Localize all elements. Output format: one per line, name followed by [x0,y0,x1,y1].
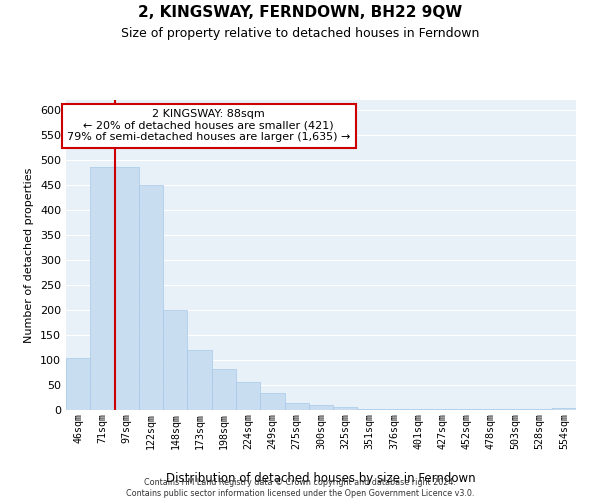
Bar [236,382,260,410]
Bar [284,402,309,410]
Text: Size of property relative to detached houses in Ferndown: Size of property relative to detached ho… [121,28,479,40]
Text: Distribution of detached houses by size in Ferndown: Distribution of detached houses by size … [166,472,476,485]
Y-axis label: Number of detached properties: Number of detached properties [25,168,34,342]
Bar [163,310,187,410]
Text: Contains HM Land Registry data © Crown copyright and database right 2024.
Contai: Contains HM Land Registry data © Crown c… [126,478,474,498]
Bar [309,405,333,410]
Bar [552,408,576,410]
Bar [66,358,90,410]
Bar [212,368,236,410]
Bar [90,166,115,410]
Bar [260,392,284,410]
Bar [139,185,163,410]
Bar [115,166,139,410]
Bar [406,409,430,410]
Text: 2 KINGSWAY: 88sqm
← 20% of detached houses are smaller (421)
79% of semi-detache: 2 KINGSWAY: 88sqm ← 20% of detached hous… [67,110,350,142]
Bar [430,409,455,410]
Bar [187,350,212,410]
Bar [358,409,382,410]
Bar [455,409,479,410]
Bar [333,406,358,410]
Bar [479,409,503,410]
Text: 2, KINGSWAY, FERNDOWN, BH22 9QW: 2, KINGSWAY, FERNDOWN, BH22 9QW [138,5,462,20]
Bar [527,409,552,410]
Bar [382,409,406,410]
Bar [503,409,527,410]
